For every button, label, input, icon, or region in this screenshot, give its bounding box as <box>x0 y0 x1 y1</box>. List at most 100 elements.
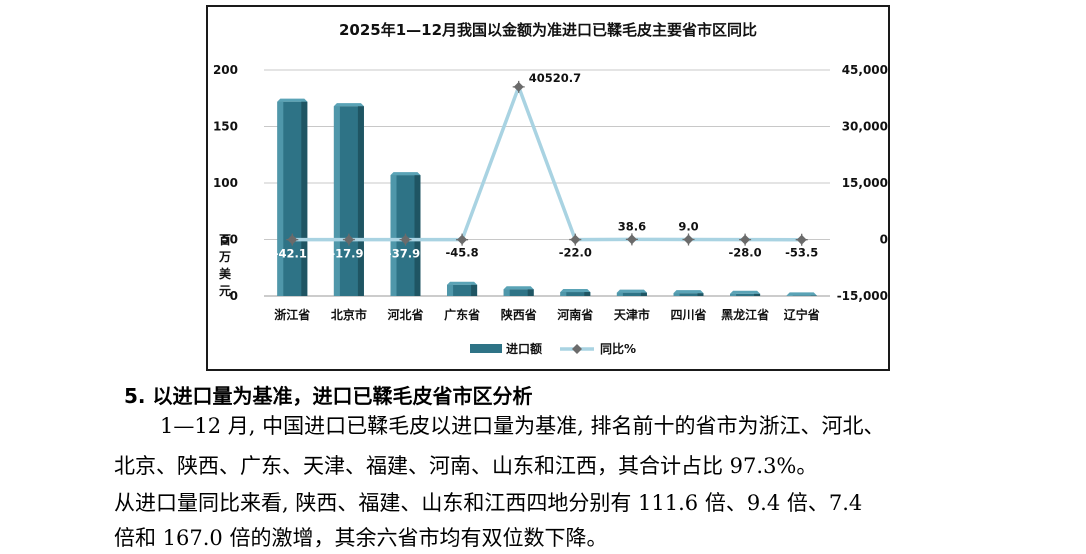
paragraph-line-3: 从进口量同比来看, 陕西、福建、山东和江西四地分别有 111.6 倍、9.4 倍… <box>114 491 863 515</box>
line-marker-cross <box>342 233 355 246</box>
bar-top <box>277 98 308 102</box>
bar <box>277 98 308 296</box>
bar-top <box>673 290 704 294</box>
line-marker-cross <box>739 233 752 246</box>
line-marker-cross <box>569 233 582 246</box>
bar-highlight <box>333 106 340 296</box>
bar-top <box>390 172 421 176</box>
y-tick-label: 50 <box>221 233 238 247</box>
x-tick-label: 广东省 <box>444 307 480 322</box>
data-label: 9.0 <box>678 219 698 233</box>
bar-layer <box>277 98 817 296</box>
y-tick-label: 100 <box>213 176 238 190</box>
y-tick-label: 0 <box>230 289 238 303</box>
bar-highlight <box>673 293 680 296</box>
bar-highlight <box>786 295 793 296</box>
bar-highlight <box>447 284 454 296</box>
bar-top <box>616 289 647 293</box>
line-layer <box>286 80 808 246</box>
bar-shade <box>527 289 534 296</box>
bar <box>786 292 817 296</box>
bar-top <box>730 290 761 294</box>
x-tick-label: 辽宁省 <box>784 307 820 322</box>
bar-shade <box>414 175 421 296</box>
bar <box>616 289 647 296</box>
bar-body <box>503 289 534 296</box>
legend-marker <box>572 344 582 354</box>
bar-shade <box>357 106 364 296</box>
line-marker-cross <box>795 233 808 246</box>
x-tick-label: 北京市 <box>331 307 367 322</box>
axis-layer: 0 50 100 150 200 -15,000 0 15,000 30,000 45,000 百万… <box>213 63 888 322</box>
bar-shade <box>301 101 308 296</box>
bar <box>447 281 478 296</box>
bar-highlight <box>277 101 284 296</box>
data-label: -45.8 <box>446 246 479 260</box>
line-series-yoy <box>292 85 802 242</box>
y2-tick-label: 30,000 <box>842 120 888 134</box>
data-label: -22.0 <box>559 246 592 260</box>
y2-tick-label: 15,000 <box>842 176 888 190</box>
data-label: -28.0 <box>729 246 762 260</box>
bar-body <box>730 293 761 296</box>
bar-body <box>560 292 591 296</box>
legend-label-bar: 进口额 <box>506 341 542 356</box>
bar-shade <box>640 292 647 296</box>
bar-highlight <box>730 293 737 296</box>
x-tick-label: 河南省 <box>556 307 593 322</box>
x-tick-label: 四川省 <box>670 307 706 322</box>
bar-body <box>673 293 704 296</box>
bar <box>503 286 534 296</box>
bar <box>560 289 591 296</box>
legend: 进口额 同比% <box>470 341 636 356</box>
data-label: 40520.7 <box>529 71 581 85</box>
paragraph-line-2: 北京、陕西、广东、天津、福建、河南、山东和江西，其合计占比 97.3%。 <box>114 454 818 478</box>
bar-top <box>333 103 364 107</box>
line-marker-cross <box>456 233 469 246</box>
bar-top <box>786 292 817 296</box>
line-marker-cross <box>399 233 412 246</box>
x-tick-label: 天津市 <box>614 307 650 322</box>
chart-title: 2025年1—12月我国以金额为准进口已鞣毛皮主要省市区同比 <box>339 21 757 39</box>
bar <box>673 290 704 296</box>
x-tick-label: 黑龙江省 <box>721 307 769 322</box>
bar-highlight <box>616 292 623 296</box>
section-heading: 5. 以进口量为基准，进口已鞣毛皮省市区分析 <box>124 384 533 408</box>
x-tick-label: 浙江省 <box>274 307 310 322</box>
legend-swatch-bar <box>470 344 502 353</box>
bar-highlight <box>503 289 510 296</box>
bar-shade <box>471 284 478 296</box>
bar <box>730 290 761 296</box>
bar-top <box>503 286 534 290</box>
data-label: -37.9 <box>387 247 420 261</box>
label-layer: -42.1 -17.9 -37.9 -45.8 40520.7 -22.0 38.6 9.0 -… <box>274 71 819 261</box>
x-tick-label: 陕西省 <box>501 307 537 322</box>
y-axis-label-char: 元 <box>219 284 231 298</box>
paragraph-line-4: 倍和 167.0 倍的激增，其余六省市均有双位数下降。 <box>114 526 608 550</box>
data-label: -42.1 <box>274 247 307 261</box>
bar-highlight <box>560 292 567 296</box>
bar-shade <box>584 292 591 296</box>
paragraph-line-1: 1—12 月, 中国进口已鞣毛皮以进口量为基准, 排名前十的省市为浙江、河北、 <box>160 414 885 438</box>
x-tick-label: 河北省 <box>386 307 423 322</box>
data-label: -17.9 <box>330 247 363 261</box>
bar <box>333 103 364 296</box>
bar-shade <box>754 293 761 296</box>
line-marker-cross <box>682 233 695 246</box>
bar-top <box>447 281 478 285</box>
y2-tick-label: 45,000 <box>842 63 888 77</box>
y-axis-label-char: 万 <box>218 250 231 264</box>
chart-svg: 2025年1—12月我国以金额为准进口已鞣毛皮主要省市区同比 -42.1 -17.… <box>213 21 888 356</box>
y-tick-label: 200 <box>213 63 238 77</box>
data-label: 38.6 <box>618 219 646 233</box>
y2-tick-label: 0 <box>880 233 888 247</box>
line-marker-cross <box>286 233 299 246</box>
line-marker-cross <box>512 80 525 93</box>
bar-body <box>786 295 817 296</box>
data-label: -53.5 <box>785 246 818 260</box>
bar-top <box>560 289 591 293</box>
chart-frame: 2025年1—12月我国以金额为准进口已鞣毛皮主要省市区同比 -42.1 -17.… <box>206 5 890 371</box>
y-axis-label-char: 百 <box>219 233 231 247</box>
legend-label-line: 同比% <box>600 341 636 356</box>
bar-body <box>616 292 647 296</box>
